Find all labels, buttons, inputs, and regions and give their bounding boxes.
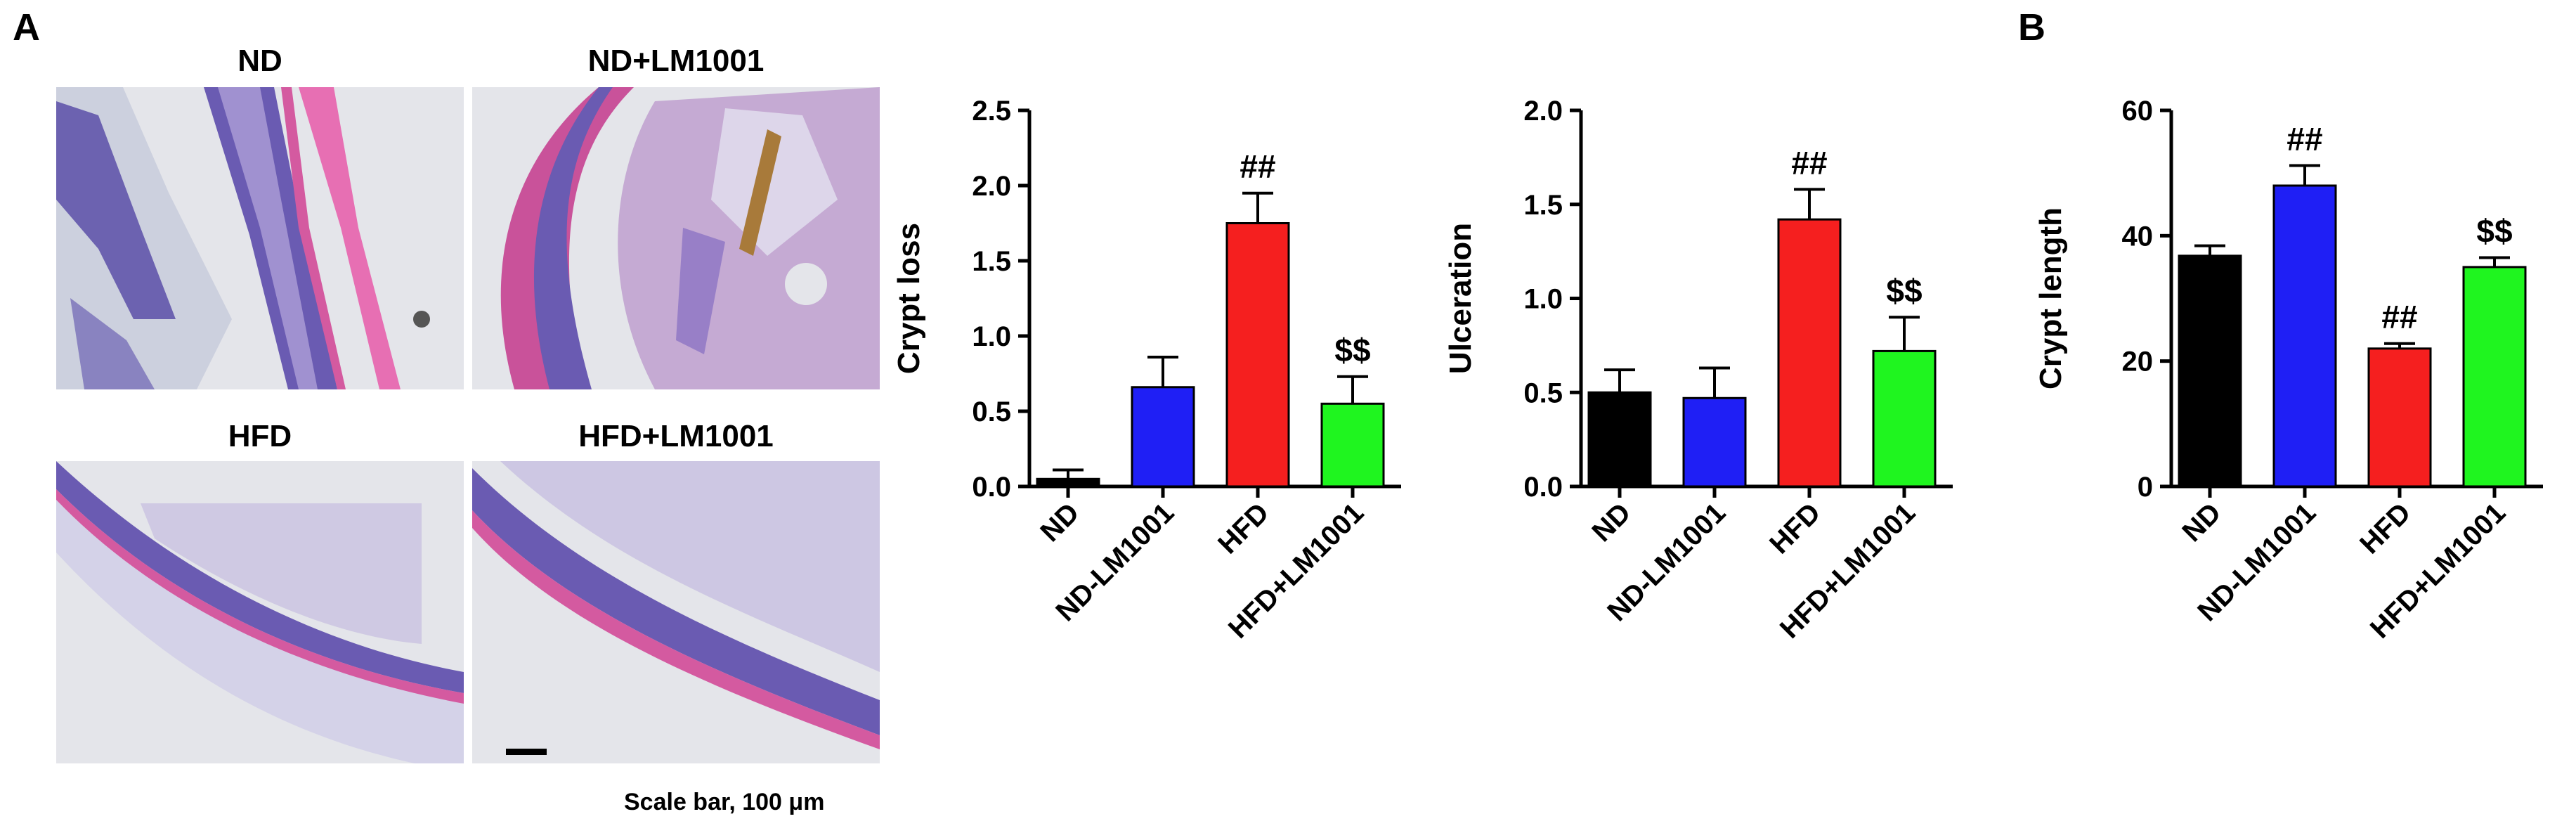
y-tick-label: 20 [2122,347,2154,377]
y-tick-label: 40 [2122,221,2154,252]
micrograph-hfd-lm1001 [472,461,880,763]
y-tick-label: 1.0 [1523,284,1563,315]
significance-hfd: ## [1240,148,1275,185]
panel-letter-b: B [2018,6,2045,49]
y-tick-label: 0.5 [1523,377,1563,408]
micrograph-nd-lm1001 [472,87,880,389]
micrograph-hfd [56,461,464,763]
scale-bar-text: Scale bar, 100 μm [624,789,825,815]
y-tick-label: 2.0 [972,171,1011,202]
significance-hfd: ## [1791,144,1827,181]
x-tick-label-nd: ND [1586,497,1637,548]
bar-nd-lm1001 [1131,386,1195,488]
panel-letter-a: A [13,6,40,49]
y-tick-label: 1.5 [1523,190,1563,221]
bar-nd-lm1001 [2272,184,2337,488]
significance-hfd-lm1001: $$ [2476,213,2512,250]
y-axis-label: Crypt length [2034,207,2068,389]
bar-nd [2178,254,2242,488]
micrograph-label-hfd: HFD [228,419,292,453]
y-tick-label: 1.5 [972,246,1011,277]
y-tick-label: 0.0 [972,472,1011,503]
y-tick-label: 0.0 [1523,472,1563,503]
x-tick-label-nd: ND [1034,497,1085,548]
ulceration-chart: Ulceration0.00.51.01.52.0NDND-LM1001##HF… [1443,96,1953,645]
x-tick-label-hfd: HFD [1212,497,1275,560]
y-axis-label: Ulceration [1443,223,1478,374]
y-tick-label: 0 [2138,472,2153,503]
y-tick-label: 0.5 [972,396,1011,427]
micrograph-label-nd: ND [238,44,282,78]
y-tick-label: 2.5 [972,96,1011,127]
y-axis-label: Crypt loss [892,223,926,374]
bar-hfd-lm1001 [2462,266,2527,488]
bar-nd [1036,477,1100,488]
significance-hfd-lm1001: $$ [1886,272,1922,309]
micrograph-nd [56,87,464,389]
bar-hfd [2367,347,2432,488]
x-tick-label-hfd: HFD [1764,497,1826,560]
significance-hfd-lm1001: $$ [1334,332,1370,368]
micrograph-label-hfd-lm1001: HFD+LM1001 [578,419,774,453]
crypt-loss-chart: Crypt loss0.00.51.01.52.02.5NDND-LM1001#… [892,96,1401,645]
bar-nd-lm1001 [1682,396,1747,488]
bar-hfd [1225,222,1290,488]
micrograph-label-nd-lm1001: ND+LM1001 [587,44,765,78]
x-tick-label-hfd: HFD [2354,497,2416,560]
y-tick-label: 1.0 [972,321,1011,352]
scale-bar [506,749,547,755]
bar-nd [1587,391,1652,488]
significance-nd-lm1001: ## [2286,120,2322,157]
bar-hfd-lm1001 [1320,402,1385,488]
y-tick-label: 60 [2122,96,2154,127]
y-tick-label: 2.0 [1523,96,1563,127]
bar-hfd-lm1001 [1872,349,1937,488]
crypt-length-chart: Crypt length0204060ND##ND-LM1001##HFD$$H… [2034,96,2543,645]
bar-hfd [1777,218,1842,488]
x-tick-label-nd: ND [2176,497,2227,548]
significance-hfd: ## [2381,299,2417,335]
